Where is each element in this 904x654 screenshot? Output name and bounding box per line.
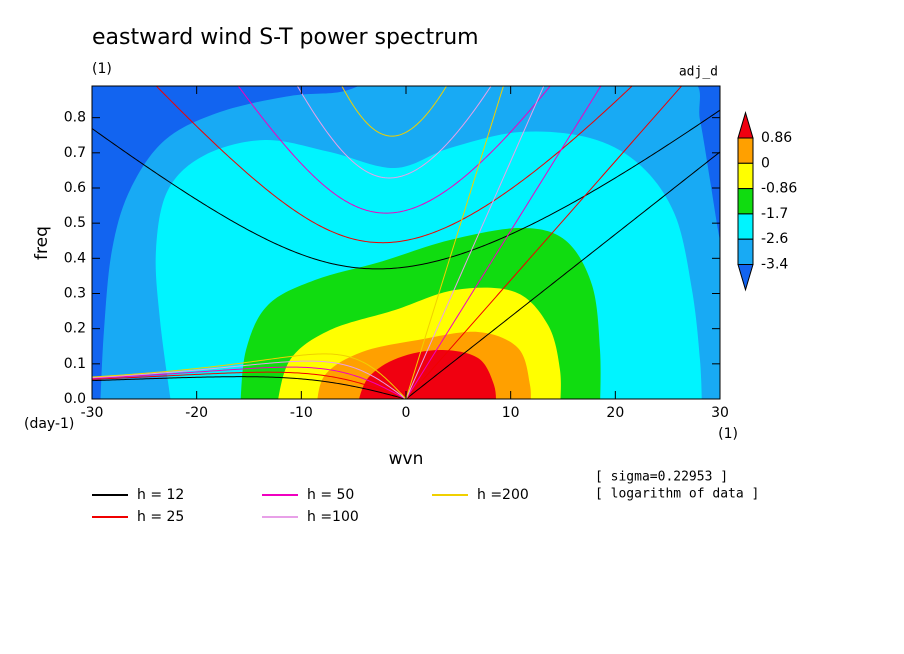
chart-title: eastward wind S-T power spectrum (92, 25, 479, 50)
y-tick-label: 0.2 (64, 321, 86, 337)
dispersion-curve (92, 376, 407, 399)
colorbar-label: -0.86 (761, 181, 797, 197)
x-tick-label: 30 (711, 405, 729, 421)
x-tick-label: -30 (81, 405, 104, 421)
dispersion-curve (405, 86, 545, 399)
dispersion-curve (296, 86, 492, 179)
dispersion-curve (155, 86, 633, 244)
legend-label: h = 25 (137, 509, 184, 525)
dispersion-curve (405, 151, 720, 399)
annotation: [ sigma=0.22953 ] (595, 470, 728, 485)
y-tick-label: 0.4 (64, 250, 86, 266)
colorbar-label: -3.4 (761, 257, 788, 273)
colorbar-label: -2.6 (761, 231, 788, 247)
dispersion-curve (237, 86, 551, 214)
dispersion-curves (92, 86, 720, 399)
y-tick-label: 0.8 (64, 110, 86, 126)
annotation: [ logarithm of data ] (595, 487, 759, 502)
dispersion-curve (92, 366, 407, 399)
x-tick-label: -20 (185, 405, 208, 421)
dispersion-curve (341, 86, 448, 137)
colorbar-label: -1.7 (761, 206, 788, 222)
legend-label: h = 50 (307, 487, 354, 503)
x-tick-label: -10 (290, 405, 313, 421)
legend-label: h =100 (307, 509, 359, 525)
y-tick-label: 0.5 (64, 215, 86, 231)
y-unit: (day-1) (24, 416, 74, 432)
colorbar-segment (737, 213, 754, 240)
x-tick-label: 20 (606, 405, 624, 421)
colorbar-segment (737, 238, 754, 265)
x-axis-label: wvn (389, 449, 424, 469)
colorbar-segment (737, 137, 754, 164)
dispersion-curve (405, 86, 683, 399)
x-unit: (1) (718, 426, 738, 442)
colorbar-segment (737, 162, 754, 190)
colorbar-label: 0 (761, 155, 770, 171)
dispersion-curve (405, 86, 602, 399)
legend-label: h =200 (477, 487, 529, 503)
x-tick-label: 10 (502, 405, 520, 421)
y-tick-label: 0.0 (64, 391, 86, 407)
colorbar-segment (737, 264, 754, 292)
legend-label: h = 12 (137, 487, 184, 503)
colorbar-segment (737, 110, 754, 139)
corner-label: adj_d (679, 65, 718, 80)
colorbar-label: 0.86 (761, 130, 792, 146)
dispersion-curve (92, 360, 407, 399)
y-tick-label: 0.1 (64, 356, 86, 372)
dispersion-curve (92, 371, 407, 399)
y-tick-label: 0.7 (64, 145, 86, 161)
contour-fills (92, 86, 720, 399)
y-axis-label: freq (32, 226, 52, 260)
colorbar-segment (737, 188, 754, 215)
dispersion-curve (92, 353, 407, 399)
dispersion-curve (92, 109, 720, 270)
subtitle: (1) (92, 61, 112, 77)
y-tick-label: 0.3 (64, 285, 86, 301)
x-tick-label: 0 (402, 405, 411, 421)
dispersion-curve (405, 86, 504, 399)
y-tick-label: 0.6 (64, 180, 86, 196)
